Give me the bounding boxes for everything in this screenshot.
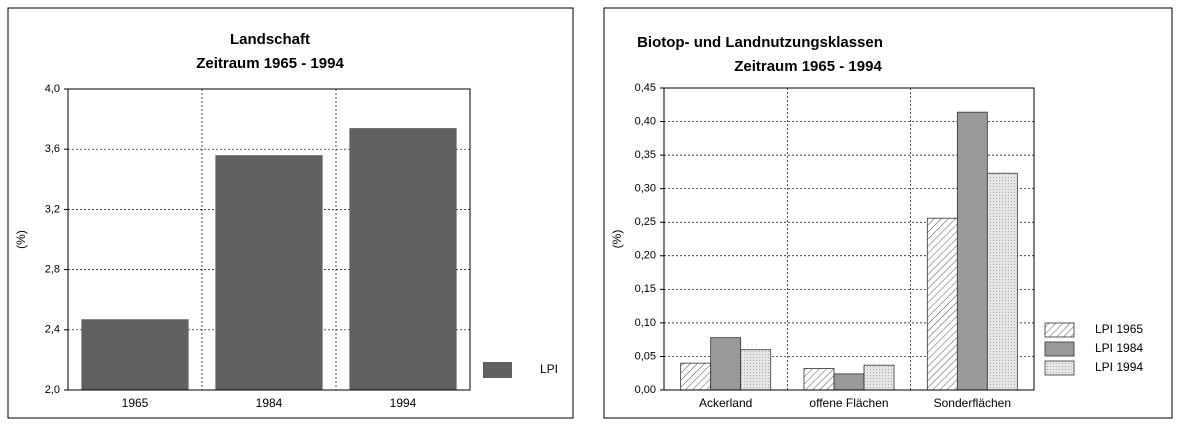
- bar: [740, 349, 772, 391]
- y-axis-label: (%): [610, 230, 624, 249]
- bar: [986, 172, 1018, 391]
- y-axis-label: (%): [14, 230, 28, 249]
- bar: [926, 217, 958, 391]
- y-tick-label: 0,10: [635, 317, 656, 329]
- chart-title: Biotop- und Landnutzungsklassen: [637, 34, 883, 51]
- legend-label: LPI: [540, 362, 558, 376]
- legend-label: LPI 1965: [1095, 322, 1143, 336]
- bar: [710, 337, 742, 391]
- legend-swatch: [1044, 360, 1075, 376]
- bar: [81, 319, 189, 390]
- y-tick-label: 3,2: [45, 203, 60, 215]
- y-tick-label: 3,6: [45, 143, 60, 155]
- y-tick-label: 0,45: [635, 82, 656, 94]
- y-tick-label: 4,0: [45, 83, 60, 95]
- bar: [349, 128, 457, 390]
- plot-frame: [67, 88, 471, 391]
- y-tick-label: 0,15: [635, 283, 656, 295]
- y-tick-label: 0,30: [635, 183, 656, 195]
- bar: [680, 362, 712, 391]
- legend-label: LPI 1994: [1095, 360, 1143, 374]
- bar: [863, 364, 895, 391]
- chart-subtitle: Zeitraum 1965 - 1994: [734, 58, 882, 75]
- x-tick-label: Ackerland: [699, 396, 752, 410]
- x-tick-label: 1984: [256, 396, 283, 410]
- x-tick-label: Sonderflächen: [934, 396, 1011, 410]
- legend-swatch: [1044, 322, 1075, 338]
- legend-swatch: [483, 362, 512, 378]
- y-tick-label: 0,40: [635, 115, 656, 127]
- x-tick-label: 1994: [390, 396, 417, 410]
- legend-label: LPI 1984: [1095, 341, 1143, 355]
- x-tick-label: offene Flächen: [809, 396, 888, 410]
- y-tick-label: 0,00: [635, 384, 656, 396]
- bar: [803, 368, 835, 391]
- bar: [956, 111, 988, 391]
- plot-frame: [663, 87, 1035, 391]
- y-tick-label: 2,0: [45, 384, 60, 396]
- panel: [603, 7, 1173, 419]
- legend-swatch: [1044, 341, 1075, 357]
- bar: [833, 373, 865, 391]
- x-tick-label: 1965: [122, 396, 149, 410]
- chart-title: Landschaft: [230, 31, 310, 48]
- y-tick-label: 0,20: [635, 250, 656, 262]
- y-tick-label: 2,8: [45, 264, 60, 276]
- y-tick-label: 0,25: [635, 216, 656, 228]
- y-tick-label: 0,05: [635, 350, 656, 362]
- y-tick-label: 2,4: [45, 324, 60, 336]
- bar: [215, 155, 323, 390]
- y-tick-label: 0,35: [635, 149, 656, 161]
- panel: [7, 7, 574, 419]
- chart-subtitle: Zeitraum 1965 - 1994: [196, 55, 344, 72]
